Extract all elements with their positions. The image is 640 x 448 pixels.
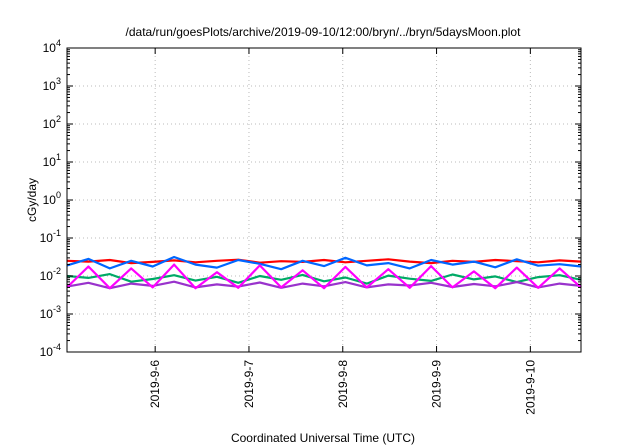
y-tick-label: 101 xyxy=(43,152,61,169)
y-tick-label: 104 xyxy=(43,38,61,55)
chart-title: /data/run/goesPlots/archive/2019-09-10/1… xyxy=(126,25,522,39)
y-tick-exponent: -2 xyxy=(53,266,61,276)
series-group xyxy=(66,255,582,290)
x-tick-label: 2019-9-10 xyxy=(523,360,537,415)
y-tick-label: 10-1 xyxy=(40,228,61,245)
y-tick-label: 103 xyxy=(43,76,61,93)
y-tick-label: 10-2 xyxy=(40,266,61,283)
x-tick-label: 2019-9-7 xyxy=(242,360,256,408)
x-axis: 2019-9-6 2019-9-7 2019-9-8 2019-9-9 2019-9-1… xyxy=(148,48,537,415)
series-line-1 xyxy=(66,258,582,265)
x-tick-label: 2019-9-9 xyxy=(430,360,444,408)
y-tick-label: 102 xyxy=(43,114,61,131)
y-tick-exponent: -3 xyxy=(53,304,61,314)
series-line-2 xyxy=(66,255,582,271)
y-tick-label: 10-3 xyxy=(40,304,61,321)
grid xyxy=(67,48,581,352)
y-axis-label: cGy/day xyxy=(25,178,39,222)
y-tick-exponent: 2 xyxy=(56,114,61,124)
y-tick-exponent: 0 xyxy=(56,190,61,200)
y-tick-exponent: -4 xyxy=(53,342,61,352)
series-line-5 xyxy=(66,263,582,290)
y-tick-label: 10-4 xyxy=(40,342,61,359)
x-axis-label: Coordinated Universal Time (UTC) xyxy=(231,431,415,445)
series-line-3 xyxy=(66,273,582,285)
y-tick-label: 100 xyxy=(43,190,61,207)
y-tick-exponent: 4 xyxy=(56,38,61,48)
y-tick-exponent: 3 xyxy=(56,76,61,86)
x-tick-label: 2019-9-6 xyxy=(148,360,162,408)
y-tick-exponent: -1 xyxy=(53,228,61,238)
x-tick-label: 2019-9-8 xyxy=(336,360,350,408)
y-tick-exponent: 1 xyxy=(56,152,61,162)
